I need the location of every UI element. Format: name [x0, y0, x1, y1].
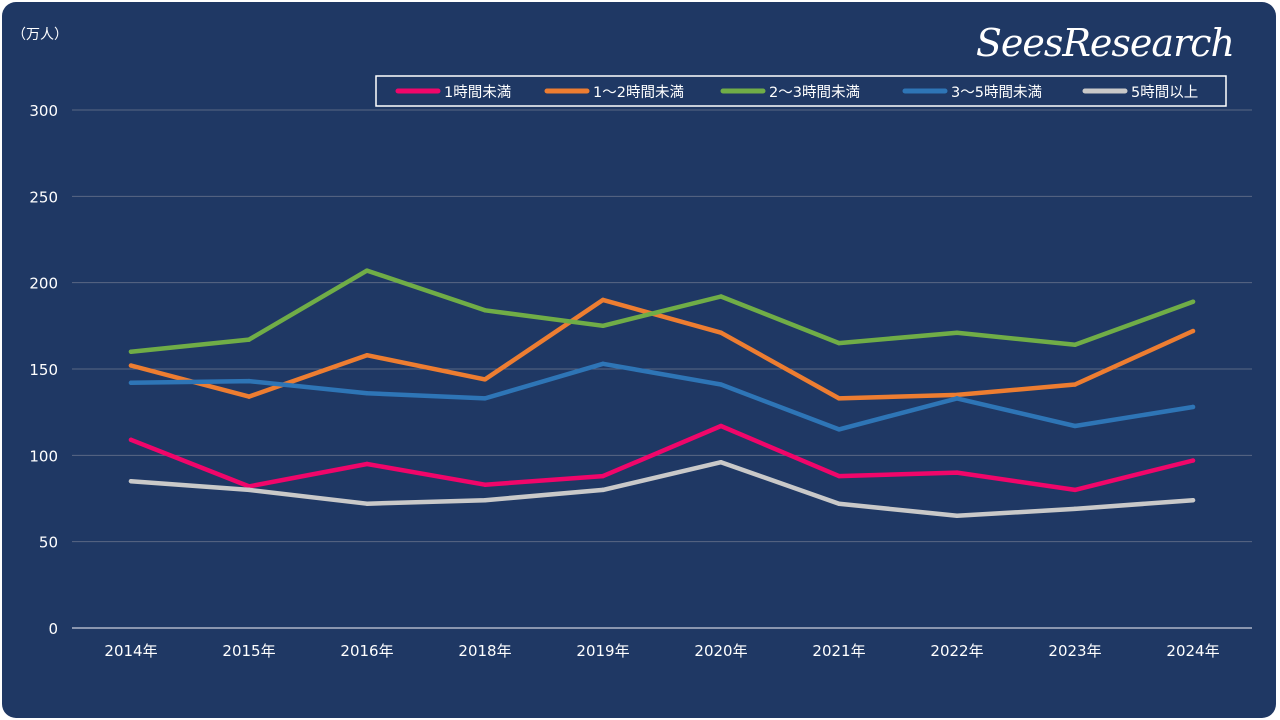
- x-tick-label: 2020年: [694, 642, 747, 660]
- data-point: [1072, 506, 1078, 512]
- y-tick-label: 200: [29, 275, 58, 293]
- legend-label-1: 1時間未満: [444, 84, 511, 101]
- data-point: [954, 392, 960, 398]
- data-point: [954, 513, 960, 518]
- data-point: [364, 390, 370, 396]
- data-point: [1072, 487, 1078, 493]
- data-point: [364, 461, 370, 467]
- data-point: [364, 501, 370, 506]
- data-point: [600, 323, 606, 329]
- data-point: [1190, 328, 1196, 334]
- data-point: [482, 396, 488, 401]
- x-tick-label: 2016年: [340, 642, 393, 660]
- data-point: [1072, 423, 1078, 429]
- legend-label-5: 5時間以上: [1131, 84, 1198, 101]
- series-line-1: [128, 423, 1196, 493]
- x-tick-label: 2015年: [222, 642, 275, 660]
- legend-label-2: 1～2時間未満: [593, 84, 684, 101]
- data-point: [600, 361, 606, 367]
- data-point: [600, 487, 606, 493]
- data-point: [128, 349, 134, 354]
- data-point: [836, 501, 842, 506]
- data-point: [1190, 458, 1196, 463]
- data-point: [718, 423, 724, 429]
- data-point: [1072, 382, 1078, 387]
- legend-label-3: 2～3時間未満: [769, 84, 860, 101]
- x-tick-label: 2018年: [458, 642, 511, 660]
- data-point: [836, 473, 842, 479]
- brand-logo: SeesResearch: [976, 21, 1234, 65]
- y-tick-label: 150: [29, 361, 58, 379]
- data-point: [718, 460, 724, 465]
- data-point: [718, 294, 724, 299]
- data-point: [836, 340, 842, 346]
- y-tick-label: 100: [29, 447, 58, 465]
- legend-box: [375, 75, 1227, 107]
- series-line-5: [128, 459, 1196, 519]
- y-tick-label: 50: [39, 534, 58, 552]
- x-tick-label: 2023年: [1048, 642, 1101, 660]
- x-tick-label: 2022年: [930, 642, 983, 660]
- series-lines: [128, 268, 1196, 519]
- data-point: [128, 380, 134, 386]
- y-tick-label: 0: [48, 620, 58, 638]
- y-axis-unit-label: （万人）: [12, 27, 68, 43]
- data-point: [482, 308, 488, 313]
- data-point: [1190, 404, 1196, 410]
- data-point: [1072, 342, 1078, 348]
- data-point: [836, 396, 842, 401]
- x-tick-label: 2014年: [104, 642, 157, 660]
- series-line-4: [128, 361, 1196, 432]
- x-tick-label: 2021年: [812, 642, 865, 660]
- data-point: [364, 352, 370, 358]
- data-point: [600, 297, 606, 303]
- gridlines: [72, 109, 1252, 629]
- data-point: [836, 427, 842, 432]
- data-point: [1190, 498, 1196, 503]
- x-tick-label: 2019年: [576, 642, 629, 660]
- data-point: [718, 330, 724, 335]
- data-point: [364, 268, 370, 273]
- data-point: [482, 498, 488, 503]
- data-point: [246, 378, 252, 384]
- data-point: [246, 394, 252, 399]
- data-point: [954, 396, 960, 401]
- data-point: [246, 337, 252, 342]
- legend: 1時間未満 1～2時間未満 2～3時間未満 3～5時間未満 5時間以上: [375, 75, 1227, 107]
- x-axis-ticks: 2014年 2015年 2016年 2018年 2019年 2020年 2021年 2022年…: [104, 642, 1219, 660]
- data-point: [246, 487, 252, 493]
- data-point: [718, 382, 724, 387]
- data-point: [954, 470, 960, 475]
- y-tick-label: 250: [29, 188, 58, 206]
- data-point: [128, 363, 134, 368]
- series-line-3: [128, 268, 1196, 354]
- series-line-2: [128, 297, 1196, 401]
- data-point: [482, 377, 488, 382]
- y-axis-ticks: 0 50 100 150 200 250 300: [29, 102, 58, 638]
- data-point: [128, 479, 134, 484]
- data-point: [600, 473, 606, 479]
- data-point: [1190, 299, 1196, 304]
- data-point: [954, 330, 960, 335]
- data-point: [246, 484, 252, 489]
- y-tick-label: 300: [29, 102, 58, 120]
- data-point: [128, 437, 134, 442]
- legend-label-4: 3～5時間未満: [951, 84, 1042, 101]
- x-tick-label: 2024年: [1166, 642, 1219, 660]
- data-point: [482, 482, 488, 487]
